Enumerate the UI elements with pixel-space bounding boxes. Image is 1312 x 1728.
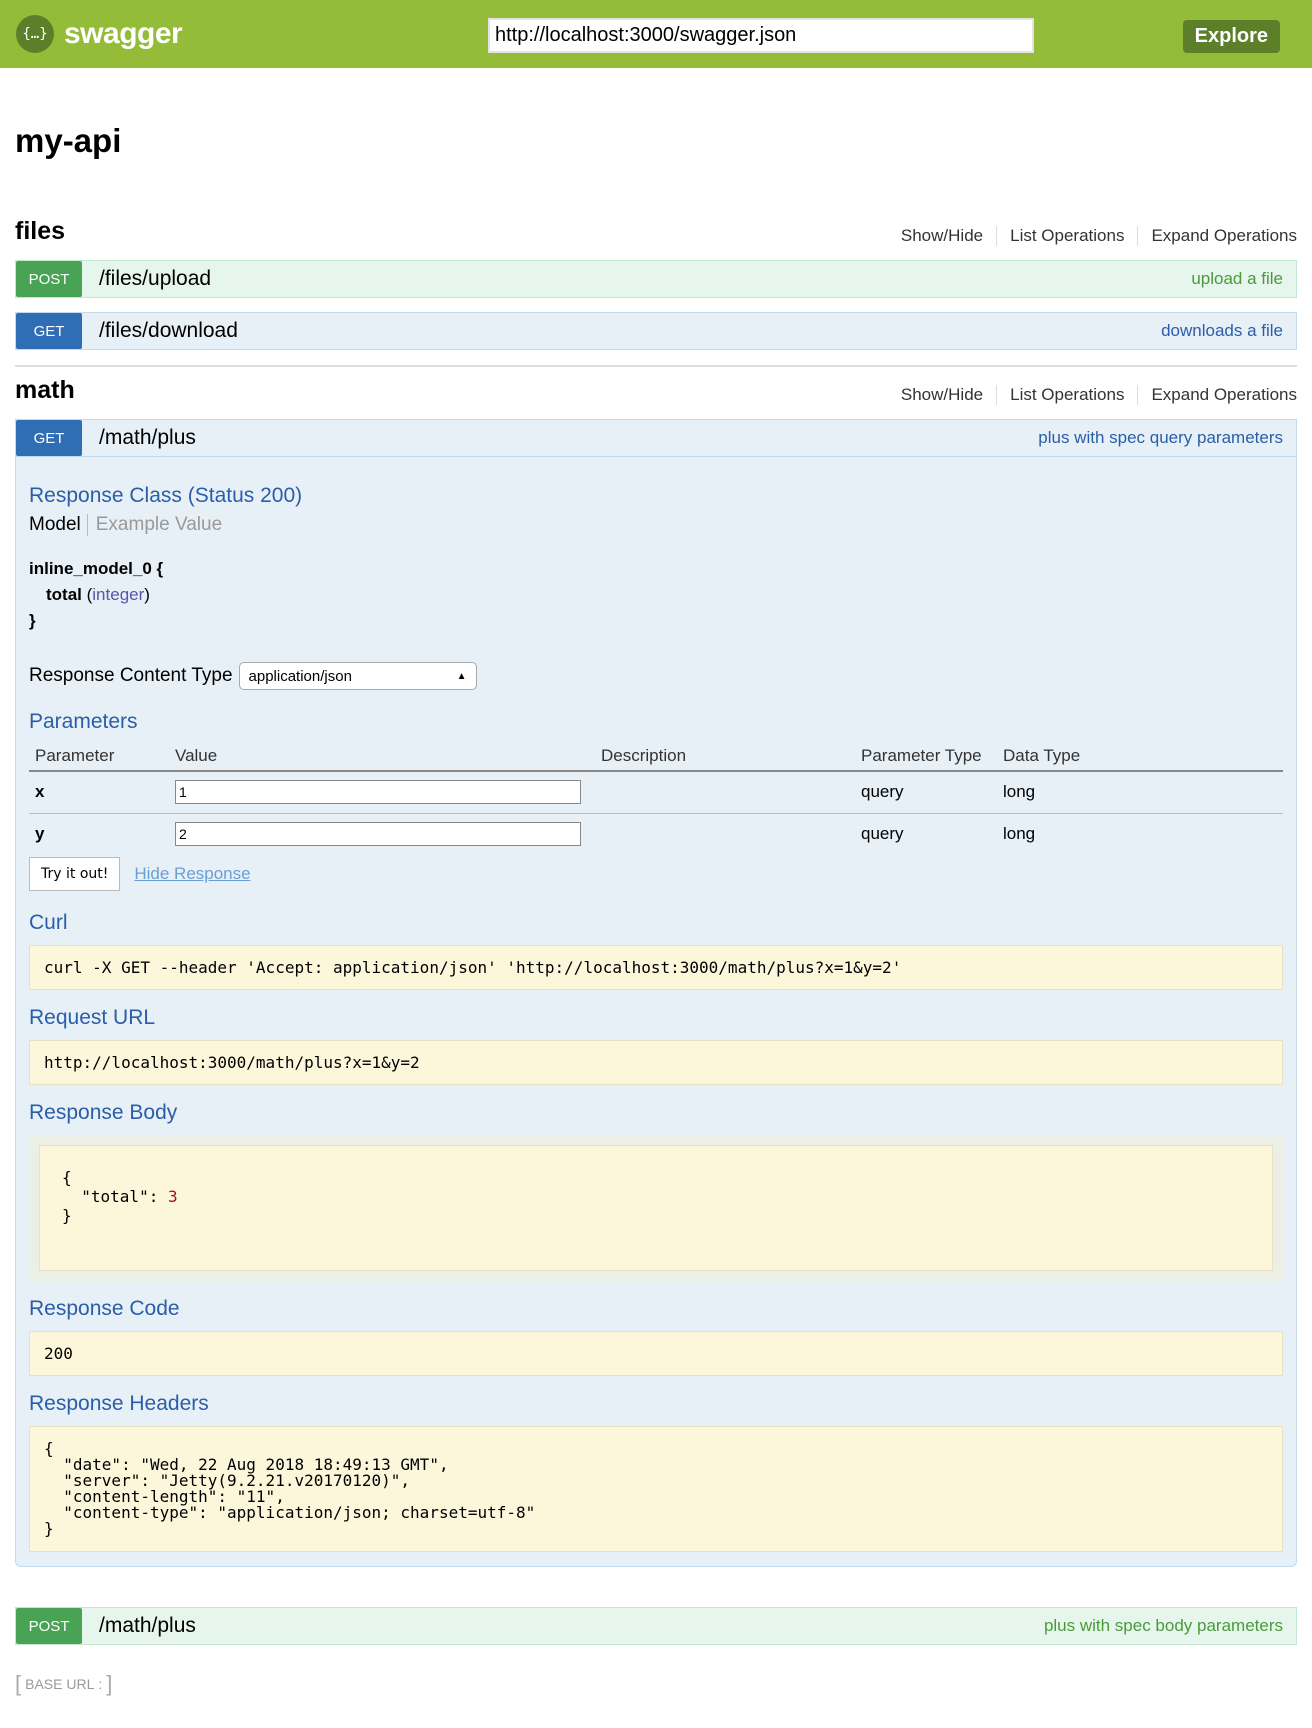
base-url-colon: : [98, 1676, 103, 1692]
operation-details: Response Class (Status 200) Model Exampl… [15, 457, 1297, 1567]
api-title: my-api [15, 122, 122, 159]
method-badge[interactable]: GET [16, 420, 82, 456]
model-tab[interactable]: Model [29, 514, 88, 536]
operation-path[interactable]: /files/download [99, 319, 238, 342]
expand-operations-link[interactable]: Expand Operations [1151, 226, 1297, 245]
method-badge[interactable]: GET [16, 313, 82, 349]
column-header: Data Type [997, 742, 1283, 772]
column-header: Description [595, 742, 855, 772]
response-body-title: Response Body [29, 1101, 178, 1124]
brace: { [62, 1168, 72, 1187]
response-code: 200 [29, 1331, 1283, 1376]
operation-path[interactable]: /files/upload [99, 267, 212, 290]
operation-summary[interactable]: plus with spec query parameters [1038, 428, 1283, 447]
model-field-type: integer [92, 585, 145, 604]
try-it-out-button[interactable]: Try it out! [29, 857, 121, 891]
json-key: "total": [62, 1187, 168, 1206]
response-body-wrapper: { "total": 3 } [29, 1135, 1283, 1281]
response-headers-title: Response Headers [29, 1392, 209, 1415]
column-header: Value [169, 742, 595, 772]
method-badge[interactable]: POST [16, 1608, 82, 1644]
base-url-label: BASE URL [25, 1676, 95, 1692]
paren: ( [81, 585, 93, 604]
operation-post-math-plus[interactable]: POST /math/plus plus with spec body para… [15, 1607, 1297, 1645]
resource-name[interactable]: math [15, 376, 75, 404]
param-type: query [861, 824, 904, 844]
brace: } [62, 1206, 72, 1225]
response-class-title: Response Class (Status 200) [29, 484, 303, 507]
operation-summary[interactable]: plus with spec body parameters [1043, 1616, 1283, 1635]
param-x-input[interactable] [175, 780, 581, 805]
parameters-table: Parameter Value Description Parameter Ty… [29, 742, 1283, 855]
show-hide-link[interactable]: Show/Hide [888, 385, 998, 405]
method-badge[interactable]: POST [16, 261, 82, 297]
operation-get-math-plus[interactable]: GET /math/plus plus with spec query para… [15, 419, 1297, 457]
resource-name[interactable]: files [15, 217, 66, 245]
curl-command: curl -X GET --header 'Accept: applicatio… [29, 945, 1283, 990]
operation-path[interactable]: /math/plus [99, 426, 196, 449]
json-value: 3 [167, 1187, 178, 1206]
response-headers: { "date": "Wed, 22 Aug 2018 18:49:13 GMT… [29, 1426, 1283, 1552]
response-body: { "total": 3 } [39, 1145, 1273, 1271]
resource-header-math: math Show/Hide List Operations Expand Op… [15, 367, 1297, 411]
list-operations-link[interactable]: List Operations [997, 226, 1139, 246]
expand-operations-link[interactable]: Expand Operations [1151, 385, 1297, 404]
param-y-input[interactable] [175, 822, 581, 847]
param-type: query [855, 771, 997, 814]
base-url: [ BASE URL: ] [15, 1671, 1297, 1697]
select-arrows-icon: ▲ [456, 670, 467, 682]
top-bar: {…} swagger Explore [0, 0, 1312, 68]
parameters-title: Parameters [29, 710, 138, 733]
content-type-value: application/json [248, 667, 352, 685]
list-operations-link[interactable]: List Operations [997, 385, 1139, 405]
operation-path[interactable]: /math/plus [99, 1614, 196, 1637]
swagger-logo-icon: {…} [16, 15, 54, 53]
content-type-select[interactable]: application/json ▲ [238, 662, 477, 690]
resource-header-files: files Show/Hide List Operations Expand O… [15, 212, 1297, 252]
param-name: y [35, 824, 45, 844]
operation-get-files-download[interactable]: GET /files/download downloads a file [15, 312, 1297, 350]
bracket: [ [15, 1671, 22, 1696]
model-schema: inline_model_0 { total (integer) } [29, 556, 1283, 634]
column-header: Parameter [29, 742, 169, 772]
param-description [595, 771, 855, 814]
request-url: http://localhost:3000/math/plus?x=1&y=2 [29, 1040, 1283, 1085]
data-type: long [997, 771, 1283, 814]
curl-title: Curl [29, 911, 68, 934]
model-field: total [46, 585, 82, 604]
example-value-tab[interactable]: Example Value [95, 514, 223, 535]
paren: ) [144, 585, 150, 604]
operation-post-files-upload[interactable]: POST /files/upload upload a file [15, 260, 1297, 298]
divider [15, 365, 1297, 367]
model-close: } [29, 611, 36, 630]
data-type: long [1003, 824, 1036, 844]
swagger-logo[interactable]: {…} swagger [16, 15, 183, 53]
column-header: Parameter Type [855, 742, 997, 772]
model-name: inline_model_0 { [29, 559, 164, 578]
operation-summary[interactable]: upload a file [1191, 269, 1283, 288]
show-hide-link[interactable]: Show/Hide [888, 226, 998, 246]
table-row: x query long [29, 771, 1283, 814]
operation-summary[interactable]: downloads a file [1161, 321, 1283, 340]
request-url-title: Request URL [29, 1006, 156, 1029]
explore-button[interactable]: Explore [1182, 20, 1280, 53]
table-row: y query long [29, 813, 1283, 855]
spec-url-input[interactable] [488, 18, 1034, 53]
response-code-title: Response Code [29, 1297, 180, 1320]
hide-response-link[interactable]: Hide Response [134, 864, 251, 883]
bracket: ] [106, 1671, 113, 1696]
content-type-label: Response Content Type [29, 665, 233, 686]
logo-text: swagger [64, 17, 183, 50]
param-description [595, 813, 855, 855]
param-name: x [29, 771, 169, 814]
